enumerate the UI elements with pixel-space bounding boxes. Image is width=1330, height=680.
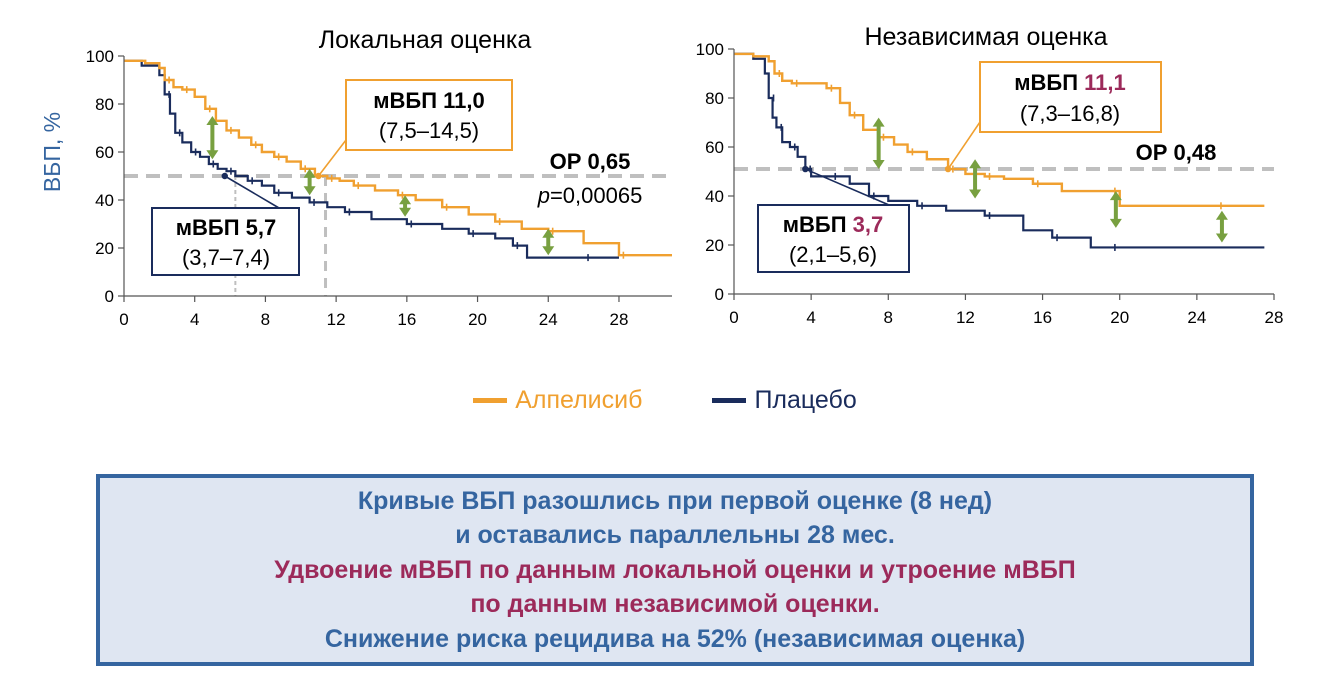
median-label-alpelisib: мВБП 11,0 [373,88,485,113]
difference-arrow-head [969,189,982,199]
y-tick-label: 0 [715,285,724,304]
y-tick-label: 100 [696,40,724,59]
difference-arrow-head [969,159,982,169]
median-callout-placebo [151,207,300,276]
chart-title: Локальная оценка [319,26,532,54]
difference-arrow-head [872,160,885,170]
median-ci-placebo: (2,1–5,6) [789,242,877,267]
summary-line-4: по данным независимой оценки. [470,590,880,619]
chart-local-assessment: 0 20 40 60 80 100 0 4 8 12 16 20 24 28 Локальная оцен… [39,26,672,329]
difference-arrow-head [303,168,316,178]
y-tick-label: 80 [95,95,114,114]
chart-independent-assessment: 0 20 40 60 80 100 0 4 8 12 16 20 24 28 Независимая оц… [696,23,1284,327]
x-tick-label: 8 [884,308,893,327]
difference-arrow-head [206,116,219,125]
median-ci-alpelisib: (7,3–16,8) [1020,101,1120,126]
median-label-alpelisib: мВБП 11,1 [1014,70,1126,95]
x-tick-label: 4 [190,310,199,329]
x-tick-label: 28 [1265,308,1284,327]
x-tick-label: 12 [327,310,346,329]
x-tick-label: 4 [806,308,815,327]
median-label-placebo: мВБП 3,7 [783,212,884,237]
series-line-alpelisib [734,52,1265,207]
difference-arrow-head [399,207,412,217]
summary-line-3: Удвоение мВБП по данным локальной оценки… [274,555,1076,584]
median-ci-placebo: (3,7–7,4) [182,245,270,270]
y-tick-label: 20 [705,236,724,255]
median-callout-placebo [757,204,910,273]
median-label-placebo: мВБП 5,7 [176,215,276,240]
x-tick-label: 12 [956,308,975,327]
difference-arrow-head [206,150,219,160]
x-tick-label: 16 [1033,308,1052,327]
difference-arrow-head [1109,218,1122,228]
difference-arrow-head [542,228,555,238]
legend-swatch-alpelisib [473,397,508,403]
callout-leader-alpelisib [317,139,347,177]
difference-arrow-head [303,186,316,196]
summary-line-5: Снижение риска рецидива на 52% (независи… [324,624,1026,653]
hazard-ratio-label: ОР 0,65 [550,149,631,174]
x-tick-label: 24 [1187,308,1206,327]
difference-arrow-head [399,195,412,205]
legend-swatch-placebo [712,397,747,403]
legend-label-placebo: Плацебо [754,385,857,414]
y-tick-label: 100 [86,47,114,66]
summary-box: Кривые ВБП разошлись при первой оценке (… [96,474,1254,666]
y-tick-label: 20 [95,239,114,258]
legend-item-placebo: Плацебо [712,380,857,420]
y-tick-label: 40 [95,191,114,210]
x-tick-label: 24 [539,310,558,329]
legend-item-alpelisib: Алпелисиб [473,380,642,420]
difference-arrow-head [1215,233,1228,243]
summary-line-2: и оставались параллельны 28 мес. [455,521,895,550]
callout-leader-placebo [805,168,890,206]
legend: Алпелисиб Плацебо [0,380,1330,420]
y-axis-label: ВБП, % [39,112,65,192]
difference-arrow-head [1215,210,1228,220]
p-value-label: p=0,00065 [537,183,643,208]
summary-line-1: Кривые ВБП разошлись при первой оценке (… [357,486,993,515]
series-line-placebo [124,59,619,259]
difference-arrow-head [872,117,885,127]
x-tick-label: 8 [261,310,270,329]
callout-leader-placebo [224,175,280,209]
difference-arrow-head [542,246,555,256]
median-callout-alpelisib [979,61,1162,133]
y-tick-label: 60 [95,143,114,162]
series-line-placebo [734,52,1265,249]
callout-leader-alpelisib [947,121,981,170]
legend-label-alpelisib: Алпелисиб [515,385,643,414]
x-tick-label: 20 [468,310,487,329]
y-tick-label: 60 [705,138,724,157]
median-ci-alpelisib: (7,5–14,5) [379,118,479,143]
median-callout-alpelisib [345,79,513,151]
x-tick-label: 0 [119,310,128,329]
x-tick-label: 0 [729,308,738,327]
y-tick-label: 0 [105,287,114,306]
chart-title: Независимая оценка [864,23,1107,51]
y-tick-label: 80 [705,89,724,108]
x-tick-label: 28 [610,310,629,329]
series-line-alpelisib [124,59,672,257]
y-tick-label: 40 [705,187,724,206]
difference-arrow-head [1109,191,1122,201]
hazard-ratio-label: ОР 0,48 [1136,140,1217,165]
x-tick-label: 16 [397,310,416,329]
x-tick-label: 20 [1110,308,1129,327]
